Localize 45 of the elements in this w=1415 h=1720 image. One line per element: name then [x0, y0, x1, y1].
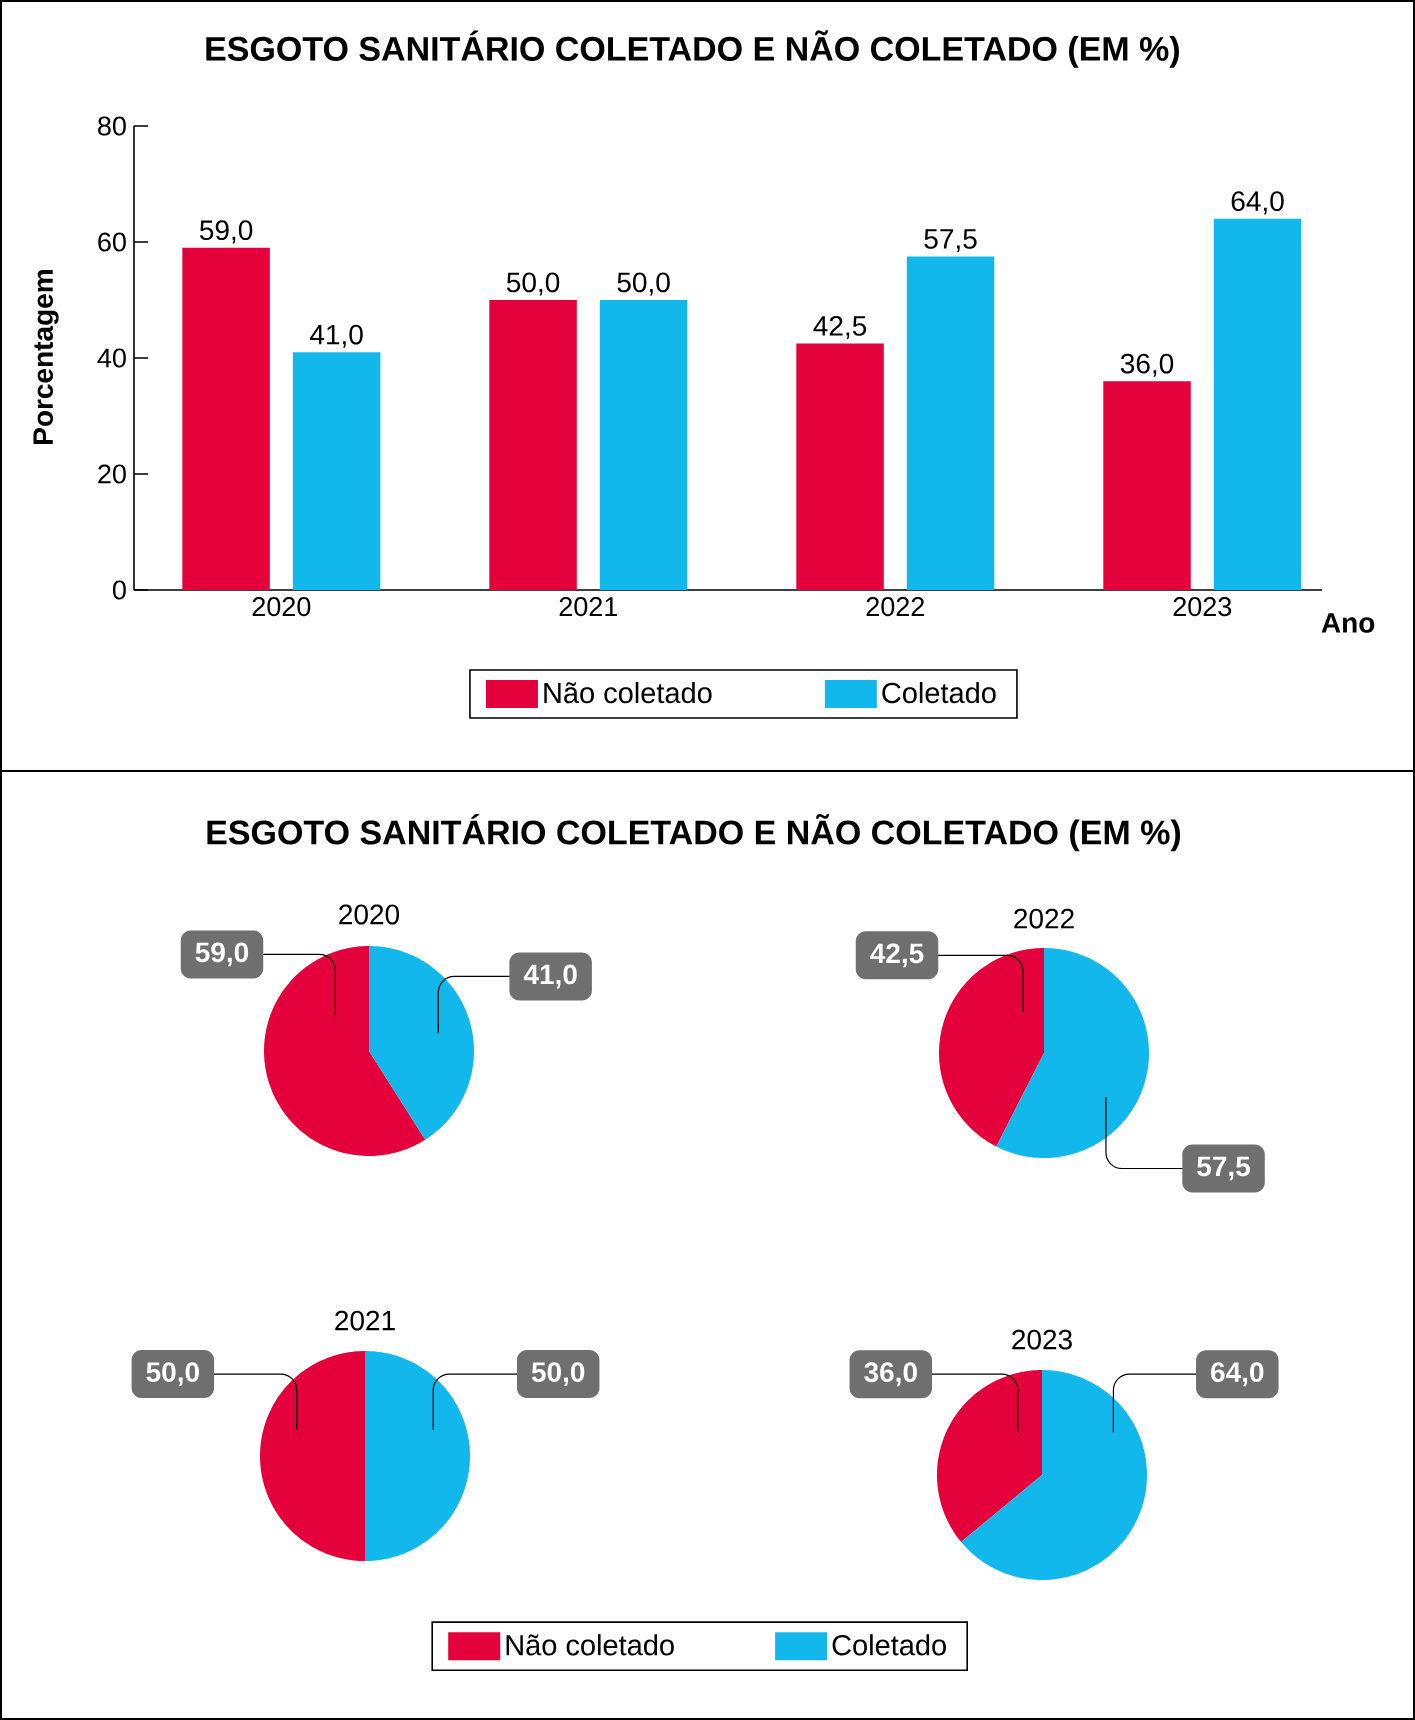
legend-label: Não coletado [506, 1634, 674, 1656]
x-tick-label: 2021 [559, 597, 618, 617]
bar [489, 300, 577, 591]
legend-label: Não coletado [544, 681, 712, 704]
legend-label: Coletado [882, 681, 996, 704]
y-tick-label: 60 [98, 232, 126, 252]
data-label: 59,0 [199, 220, 253, 244]
data-label: 36,0 [864, 1362, 917, 1387]
y-tick-label: 0 [112, 580, 126, 600]
x-tick-label: 2023 [1173, 597, 1232, 617]
y-tick-label: 80 [98, 116, 126, 136]
x-axis-title: Ano [1321, 613, 1375, 633]
chart-title: 2020 [339, 904, 400, 925]
bar [182, 247, 270, 591]
bar [796, 343, 884, 591]
y-tick-label: 40 [97, 348, 126, 368]
bar [1103, 381, 1191, 591]
data-label: 41,0 [309, 324, 363, 348]
bar [292, 352, 381, 591]
text: ESGOTO SANITÁRIO COLETADO E NÃO COLETADO (EM %) [207, 813, 1181, 852]
data-label: 64,0 [1231, 191, 1284, 215]
x-tick-label: 2022 [866, 597, 924, 617]
bar [906, 256, 995, 591]
data-label: 41,0 [523, 964, 577, 989]
chart-title: ESGOTO SANITÁRIO COLETADO E NÃO COLETADO (EM %) [206, 30, 1179, 68]
bar [599, 300, 688, 591]
chart-title: 2023 [1012, 1329, 1072, 1350]
data-label: 50,0 [506, 272, 560, 296]
data-label: 64,0 [1211, 1362, 1264, 1387]
y-tick-label: 20 [98, 464, 126, 484]
data-label: 57,5 [1197, 1156, 1251, 1181]
data-label: 59,0 [195, 942, 249, 967]
data-label: 50,0 [617, 272, 670, 296]
data-label: 50,0 [531, 1362, 585, 1387]
data-label: 42,5 [813, 315, 867, 340]
data-label: 36,0 [1120, 353, 1174, 377]
data-label: 50,0 [146, 1362, 199, 1387]
data-label: 57,5 [924, 229, 977, 253]
legend-label: Coletado [832, 1634, 946, 1656]
y-axis-title: Porcentagem [33, 270, 59, 444]
data-label: 42,5 [870, 943, 924, 968]
chart-title: 2022 [1014, 908, 1074, 929]
x-tick-label: 2020 [252, 597, 311, 617]
chart-title: 2021 [335, 1310, 395, 1331]
bar [1213, 218, 1302, 591]
